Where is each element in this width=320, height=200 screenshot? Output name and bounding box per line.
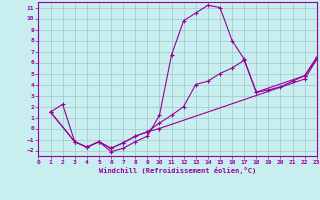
X-axis label: Windchill (Refroidissement éolien,°C): Windchill (Refroidissement éolien,°C) (99, 167, 256, 174)
